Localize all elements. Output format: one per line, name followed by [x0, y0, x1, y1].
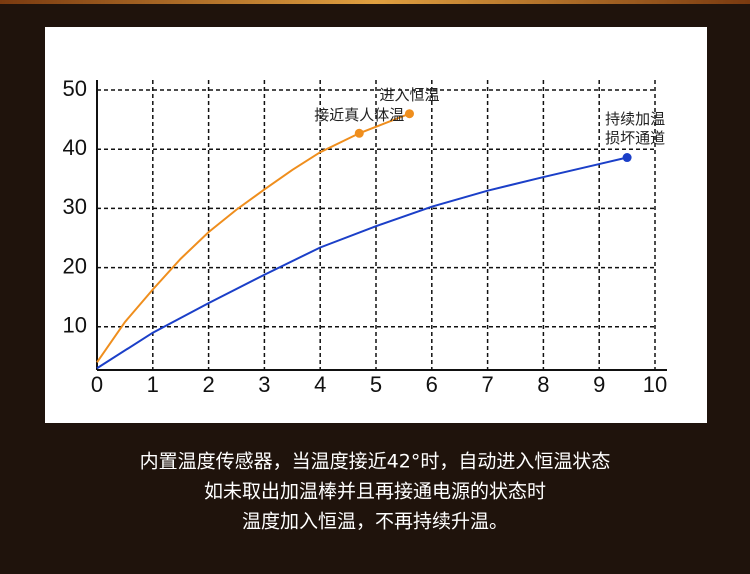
x-tick-label: 10 — [643, 372, 667, 397]
caption-line: 温度加入恒温，不再持续升温。 — [242, 511, 508, 533]
y-tick-label: 30 — [63, 194, 87, 219]
series-line — [96, 156, 628, 370]
annotation: 接近真人体温 — [314, 106, 404, 124]
top-strip — [0, 0, 750, 4]
annotation: 进入恒温 — [379, 86, 439, 104]
caption-line: 内置温度传感器，当温度接近42°时，自动进入恒温状态 — [140, 451, 611, 473]
caption: 内置温度传感器，当温度接近42°时，自动进入恒温状态如未取出加温棒并且再接通电源… — [140, 451, 611, 533]
y-tick-label: 40 — [63, 135, 87, 160]
annotation: 损坏通道 — [605, 129, 665, 147]
x-tick-label: 8 — [537, 372, 549, 397]
series-line — [96, 112, 410, 363]
x-tick-label: 3 — [258, 372, 270, 397]
point-marker — [354, 128, 364, 138]
x-tick-label: 5 — [370, 372, 382, 397]
x-tick-label: 1 — [147, 372, 159, 397]
point-marker — [404, 109, 414, 119]
y-tick-label: 20 — [63, 253, 87, 278]
y-tick-label: 10 — [63, 313, 87, 338]
x-tick-label: 2 — [202, 372, 214, 397]
point-marker — [622, 153, 632, 163]
caption-line: 如未取出加温棒并且再接通电源的状态时 — [204, 481, 546, 503]
x-tick-label: 7 — [481, 372, 493, 397]
x-tick-label: 6 — [426, 372, 438, 397]
x-tick-label: 9 — [593, 372, 605, 397]
x-tick-label: 4 — [314, 372, 326, 397]
y-tick-label: 50 — [63, 76, 87, 101]
x-tick-label: 0 — [91, 372, 103, 397]
annotation: 持续加温 — [605, 110, 665, 128]
